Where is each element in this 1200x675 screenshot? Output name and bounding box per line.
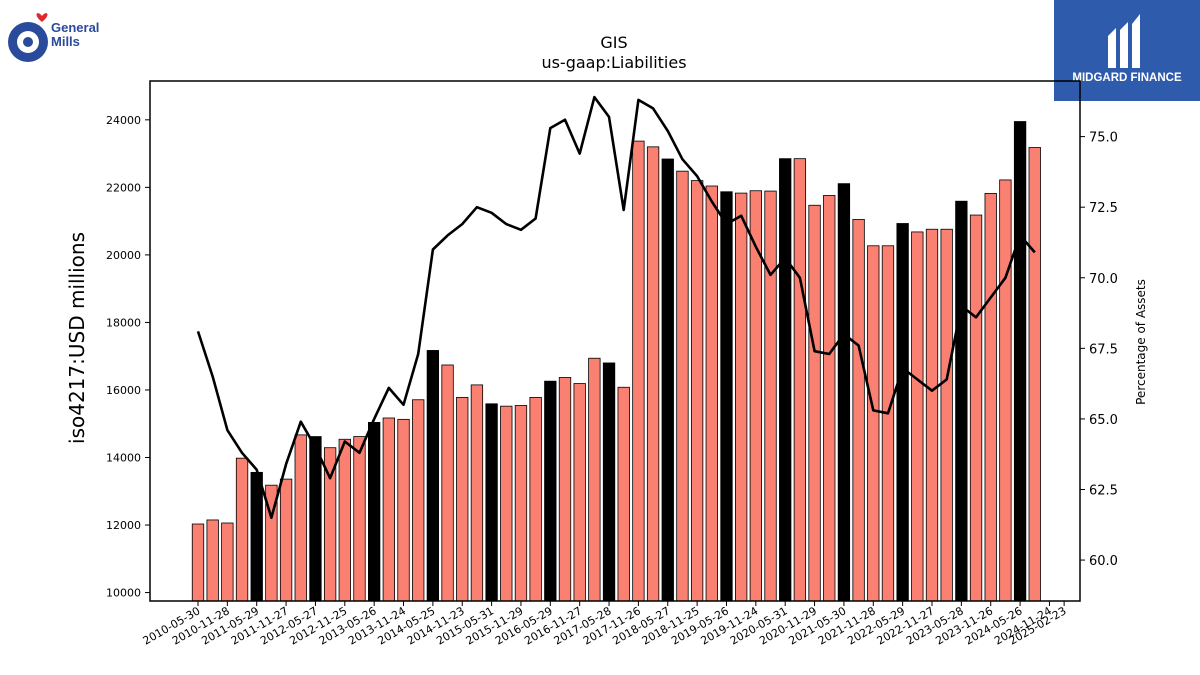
chart-subtitle: us-gaap:Liabilities [541,53,686,72]
bar [867,245,880,602]
axes [149,80,1081,602]
bar [925,228,939,602]
y2-tick-label: 72.5 [1089,201,1118,216]
bar [690,180,704,602]
bar [617,386,630,602]
y-tick-label: 16000 [106,384,141,397]
bar [279,478,293,602]
bar [382,417,395,602]
bar [485,403,498,602]
y-tick-label: 22000 [106,181,141,194]
bar [1028,147,1041,602]
bar [646,146,660,602]
bar [397,418,410,602]
bar [793,158,807,602]
y2-tick-label: 65.0 [1089,413,1118,428]
bar [661,158,674,602]
bar [456,396,469,602]
bar [221,522,234,602]
logo-text-mills: Mills [51,34,80,49]
y-tick-label: 10000 [106,587,141,600]
general-mills-logo: General Mills [4,4,124,68]
y-tick-label: 12000 [106,519,141,532]
bar [441,364,454,602]
plot-frame [149,80,1081,602]
bar [823,195,836,602]
y2-axis-label: Percentage of Assets [1134,279,1148,405]
y2-tick-label: 67.5 [1089,342,1118,357]
bar [896,223,909,602]
bar [940,228,953,602]
y-tick-label: 24000 [106,114,141,127]
bar [984,193,997,602]
chart-title: GIS [600,33,627,52]
bar [1013,121,1027,602]
bar [852,219,865,602]
bar [808,204,821,602]
bar [353,436,366,602]
bar [309,436,322,602]
line-series [196,95,1036,520]
bar [412,399,425,602]
percentage-line [196,95,1036,520]
y-tick-label: 14000 [106,451,141,464]
bar [191,523,205,602]
bar [250,471,263,602]
bar [426,350,440,602]
midgard-finance-logo: MIDGARD FINANCE [1054,0,1200,101]
bar [235,457,249,602]
brand-logo-text: MIDGARD FINANCE [1072,72,1182,84]
y2-tick-label: 70.0 [1089,272,1118,287]
bar [588,357,601,602]
bar [294,434,307,602]
bar [602,362,616,602]
bar [338,438,351,602]
y-axis-label: iso4217:USD millions [65,232,89,444]
y2-tick-label: 62.5 [1089,483,1118,498]
bar-series [191,121,1041,602]
bar [720,191,733,602]
y-tick-label: 20000 [106,249,141,262]
bar [544,380,557,602]
y2-tick-label: 60.0 [1089,554,1118,569]
bar [558,377,572,602]
bar [470,384,484,602]
y-tick-label: 18000 [106,316,141,329]
y2-tick-label: 75.0 [1089,131,1118,146]
bar [500,405,513,602]
bar [368,421,381,602]
bar [573,383,586,602]
bar [764,190,777,602]
bar [529,396,542,602]
bar [735,192,748,602]
bar [881,245,895,602]
bar [779,158,792,602]
bar [955,200,968,602]
bar [837,183,851,602]
bar [911,231,924,602]
bar [969,214,983,602]
bar [705,185,718,602]
bar [999,179,1012,602]
bar [206,519,219,602]
bar [632,140,645,602]
logo-text-general: General [51,20,99,35]
bar [514,405,528,602]
bar [676,170,689,602]
